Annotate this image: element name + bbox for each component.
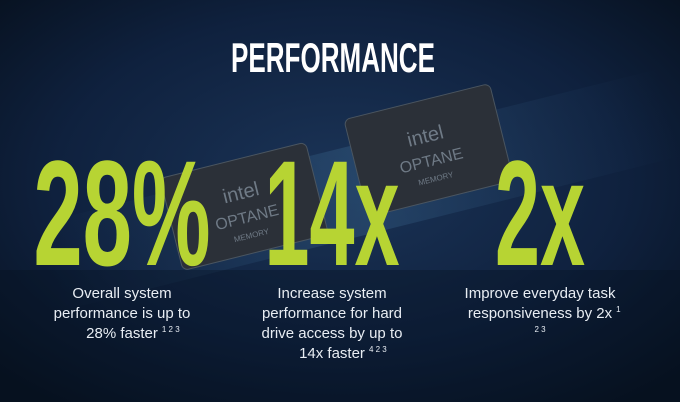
- footnote-ref: 4 2 3: [369, 345, 387, 354]
- stat-value: 2x: [495, 129, 585, 297]
- stat: 14x: [264, 129, 399, 297]
- shade: [0, 270, 680, 402]
- stat-description: performance is up to: [54, 305, 191, 322]
- stat-description: 28% faster: [86, 325, 158, 342]
- title-group: PERFORMANCE: [231, 35, 435, 82]
- stat-description: drive access by up to: [262, 325, 403, 342]
- stat: 2x: [495, 129, 585, 297]
- footnote-ref: 2 3: [534, 325, 546, 334]
- stat-description: Improve everyday task: [465, 285, 616, 302]
- chip: intel OPTANE MEMORY: [344, 84, 513, 217]
- footnote-ref: 1 2 3: [162, 325, 180, 334]
- stat-description: responsiveness by 2x: [468, 305, 613, 322]
- stat-description: 14x faster: [299, 345, 365, 362]
- chip: intel OPTANE MEMORY: [160, 142, 328, 270]
- footnote-ref: 1: [616, 305, 621, 314]
- stat: 28%: [33, 131, 210, 298]
- stat-value: 14x: [264, 129, 399, 297]
- stat-description: performance for hard: [262, 305, 402, 322]
- stat-value: 28%: [33, 131, 210, 298]
- title: PERFORMANCE: [231, 35, 435, 82]
- stat-description: Increase system: [277, 285, 386, 302]
- stats: 28%Overall system performance is up to 28%…: [33, 129, 621, 362]
- stat-description: Overall system: [72, 285, 171, 302]
